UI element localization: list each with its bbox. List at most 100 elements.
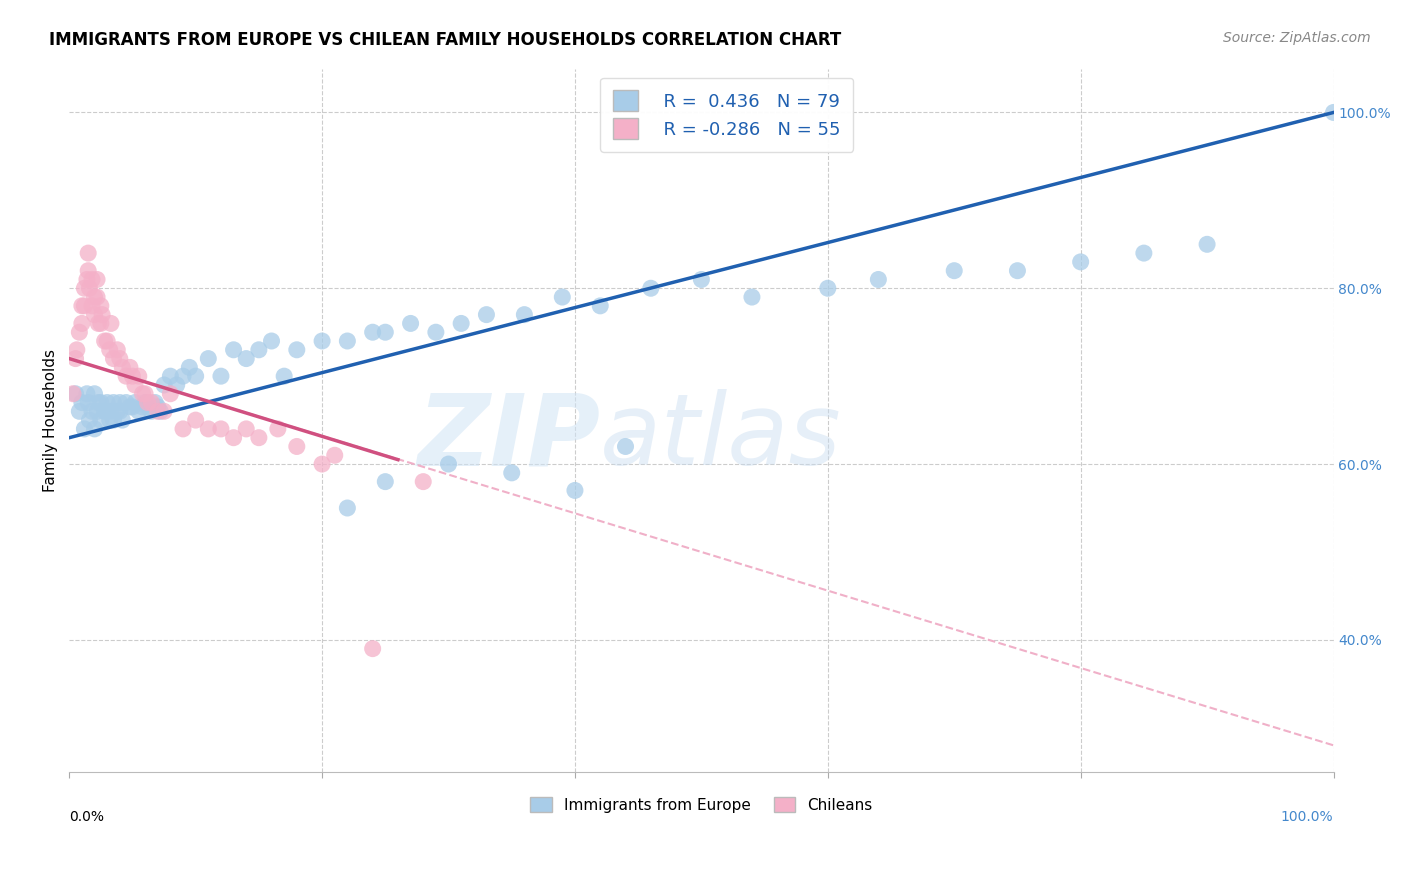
Point [235,351,257,366]
Point [83,290,105,304]
Point [115,369,138,384]
Point [146,400,169,414]
Point [374,475,396,489]
Point [87,317,110,331]
Text: 0.0%: 0.0% [69,810,104,824]
Point [247,343,270,357]
Point [1197,237,1219,252]
Point [103,413,125,427]
Point [111,360,134,375]
Point [640,281,662,295]
Point [105,404,128,418]
Point [1133,246,1156,260]
Point [134,395,156,409]
Point [564,483,586,498]
Point [128,369,150,384]
Point [336,334,359,348]
Point [285,343,308,357]
Point [90,413,112,427]
Point [124,395,146,409]
Point [222,343,245,357]
Point [146,404,169,418]
Point [412,475,434,489]
Point [197,351,219,366]
Point [90,395,112,409]
Point [1070,255,1092,269]
Point [96,395,118,409]
Point [285,440,308,454]
Point [66,343,89,357]
Point [100,317,122,331]
Point [273,369,295,384]
Point [80,404,103,418]
Point [121,400,143,414]
Point [67,325,90,339]
Point [118,360,141,375]
Text: 100.0%: 100.0% [1281,810,1333,824]
Point [209,422,232,436]
Point [77,263,100,277]
Point [80,299,103,313]
Point [134,386,156,401]
Point [267,422,290,436]
Point [501,466,523,480]
Point [111,413,134,427]
Point [437,457,460,471]
Point [73,422,96,436]
Point [76,386,98,401]
Point [159,386,181,401]
Point [247,431,270,445]
Point [817,281,839,295]
Point [86,272,108,286]
Point [98,413,121,427]
Point [323,448,346,462]
Point [260,334,283,348]
Text: IMMIGRANTS FROM EUROPE VS CHILEAN FAMILY HOUSEHOLDS CORRELATION CHART: IMMIGRANTS FROM EUROPE VS CHILEAN FAMILY… [49,31,841,49]
Point [141,404,163,418]
Point [311,457,333,471]
Point [70,317,93,331]
Point [690,272,713,286]
Point [70,395,93,409]
Point [70,299,93,313]
Point [172,369,194,384]
Point [153,378,176,392]
Text: ZIP: ZIP [418,389,600,486]
Point [589,299,612,313]
Point [475,308,498,322]
Point [100,404,122,418]
Point [76,272,98,286]
Point [153,404,176,418]
Point [79,413,101,427]
Point [83,308,105,322]
Point [108,351,131,366]
Point [93,334,115,348]
Point [91,308,114,322]
Point [131,400,153,414]
Point [93,404,115,418]
Point [105,343,128,357]
Point [614,440,637,454]
Point [96,404,118,418]
Point [115,395,138,409]
Point [118,400,141,414]
Text: atlas: atlas [600,389,842,486]
Point [83,386,105,401]
Point [551,290,574,304]
Point [311,334,333,348]
Point [868,272,890,286]
Point [103,351,125,366]
Point [96,334,118,348]
Text: Source: ZipAtlas.com: Source: ZipAtlas.com [1223,31,1371,45]
Point [222,431,245,445]
Point [361,325,384,339]
Point [166,378,188,392]
Point [86,290,108,304]
Point [67,404,90,418]
Point [374,325,396,339]
Point [1007,263,1029,277]
Point [62,386,84,401]
Point [136,395,159,409]
Point [73,299,96,313]
Point [128,404,150,418]
